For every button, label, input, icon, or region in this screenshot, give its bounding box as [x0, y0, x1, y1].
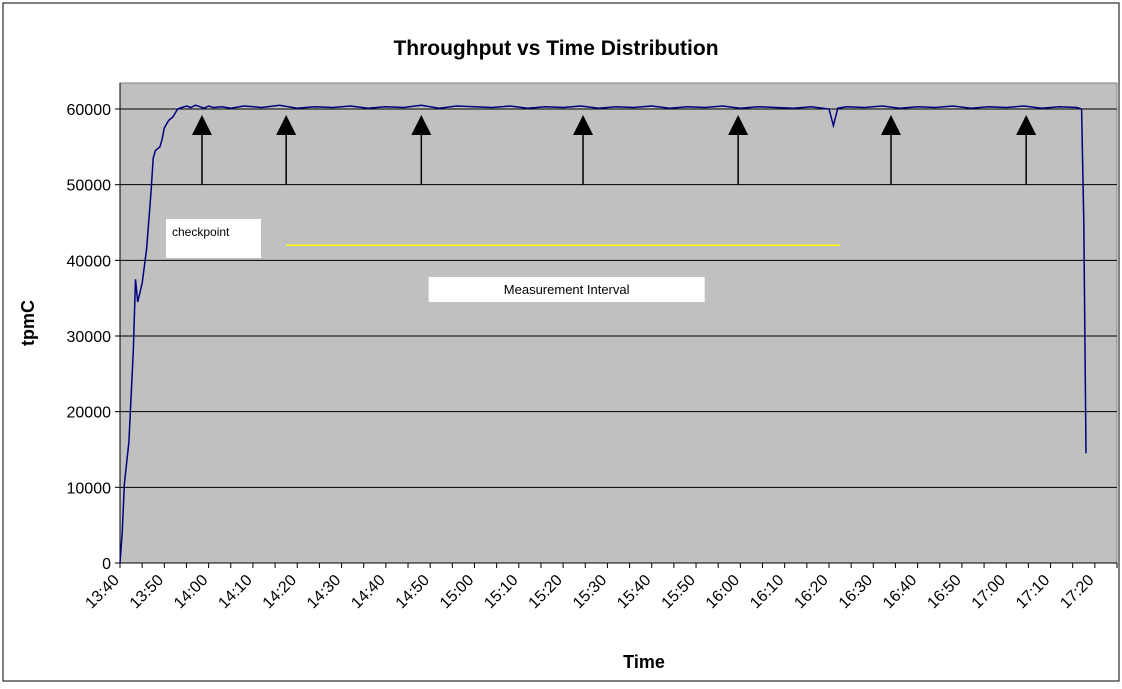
measurement-interval-label: Measurement Interval: [504, 282, 630, 297]
checkpoint-arrow-head: [728, 115, 749, 135]
checkpoint-label: checkpoint: [172, 225, 230, 239]
chart-title: Throughput vs Time Distribution: [393, 37, 718, 60]
y-tick-label: 10000: [67, 480, 112, 497]
x-axis-label: Time: [623, 652, 665, 672]
checkpoint-arrow-head: [573, 115, 594, 135]
checkpoint-arrow-head: [191, 115, 212, 135]
checkpoint-arrow-head: [411, 115, 432, 135]
checkpoint-box: [166, 219, 261, 258]
y-tick-label: 60000: [67, 102, 112, 119]
measurement-interval-box: [428, 277, 705, 302]
y-tick-label: 30000: [67, 329, 112, 346]
y-tick-label: 50000: [67, 178, 112, 195]
y-axis-ticks: 0 10000 20000 30000 40000 50000 60000: [67, 102, 120, 573]
series-layer: [119, 104, 1087, 564]
y-axis-label: tpmC: [18, 300, 38, 346]
y-tick-label: 20000: [67, 405, 112, 422]
throughput-series-line: [119, 104, 1087, 564]
checkpoint-arrow-head: [1016, 115, 1037, 135]
checkpoint-arrow-head: [276, 115, 297, 135]
plot-area: [119, 82, 1118, 564]
y-tick-label: 0: [102, 556, 111, 573]
checkpoint-arrow-head: [881, 115, 902, 135]
annotations: Measurement Interval checkpoint: [166, 115, 1037, 302]
y-tick-label: 40000: [67, 253, 112, 270]
